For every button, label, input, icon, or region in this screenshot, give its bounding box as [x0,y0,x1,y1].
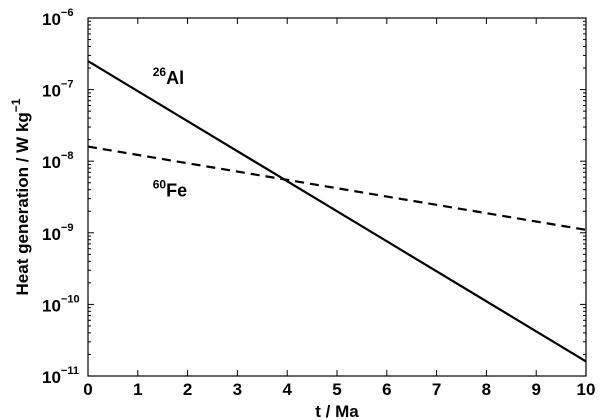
x-tick-label: 0 [83,380,92,399]
y-axis-label: Heat generation / W kg−1 [9,98,32,295]
series-label-26Al: 26Al [153,65,184,88]
series-lines [87,60,587,363]
y-tick-label: 10−11 [42,365,79,387]
x-tick-label: 1 [133,380,142,399]
y-axis-label-exponent: −1 [9,98,23,112]
x-tick-label: 6 [382,380,391,399]
series-label-60Fe: 60Fe [153,178,187,201]
y-tick-label: 10−7 [42,79,73,101]
x-tick-label: 9 [531,380,540,399]
y-tick-label: 10−10 [42,293,80,315]
x-tick-label: 5 [332,380,341,399]
series-line-26Al [87,60,587,363]
series-line-60Fe [87,145,587,231]
x-tick-label: 10 [577,380,596,399]
x-tick-label: 3 [233,380,242,399]
series-labels: 26Al 60Fe [153,65,187,201]
y-tick-label: 10−8 [42,150,73,172]
x-tick-label: 4 [282,380,292,399]
x-tick-label: 2 [183,380,192,399]
y-axis-label-main: Heat generation / W kg [13,112,32,295]
x-tick-label: 8 [482,380,491,399]
y-tick-label: 10−9 [42,222,73,244]
svg-text:Heat generation / W kg−1: Heat generation / W kg−1 [9,98,32,295]
y-tick-label: 10−6 [42,7,73,29]
x-tick-label: 7 [432,380,441,399]
y-axis-ticks: 10−11 10−10 10−9 10−8 10−7 10−6 [42,7,586,387]
x-axis-ticks: 0 1 2 3 4 5 6 7 8 9 10 [83,18,595,399]
x-axis-label: t / Ma [315,402,359,420]
